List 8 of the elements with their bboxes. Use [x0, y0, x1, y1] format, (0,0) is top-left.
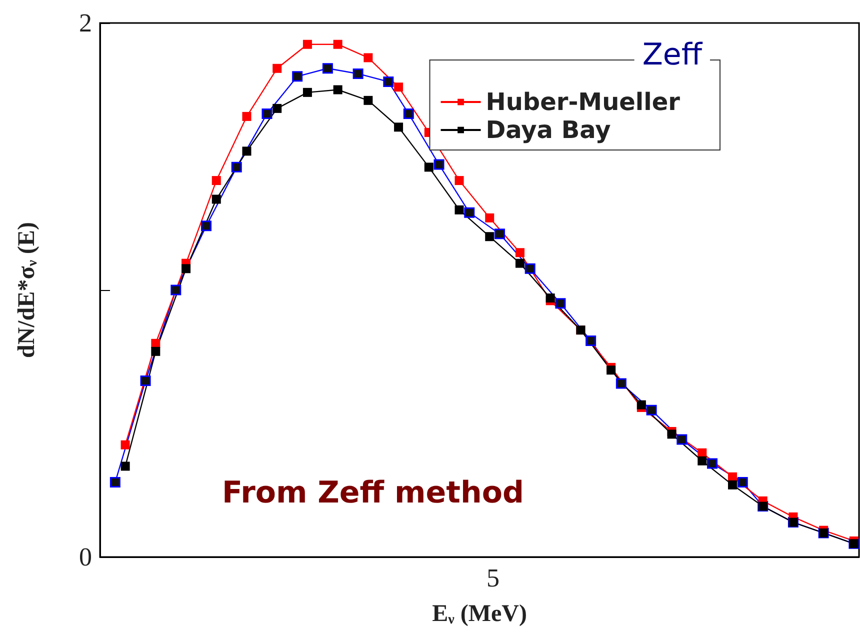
- y-tick-label: 2: [79, 8, 92, 38]
- annotation: From Zeff method: [222, 476, 524, 510]
- y-tick-label: 0: [79, 542, 92, 572]
- legend-label: Huber-Mueller: [486, 88, 680, 116]
- text: 5: [486, 564, 500, 592]
- legend-title: Zeff: [642, 38, 704, 72]
- legend-label: Daya Bay: [486, 116, 612, 144]
- y-axis-title: dN/dE*σν (E): [14, 222, 40, 358]
